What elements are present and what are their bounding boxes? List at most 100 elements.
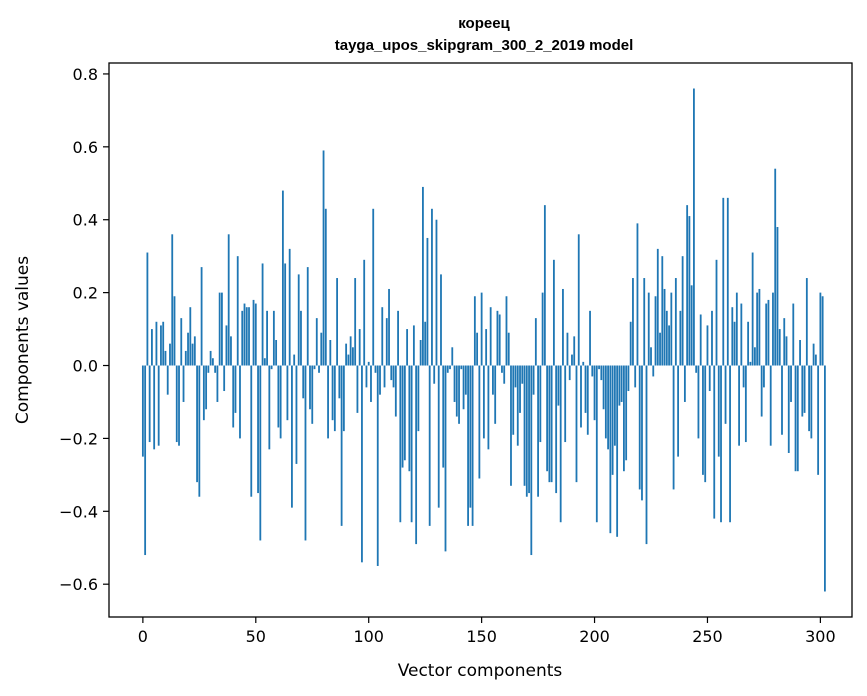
- bar-102: [372, 208, 375, 366]
- bar-267: [744, 365, 747, 443]
- bar-66: [291, 365, 293, 508]
- bar-21: [189, 307, 192, 366]
- bar-294: [805, 278, 808, 366]
- x-tick-label: 250: [692, 627, 723, 646]
- bar-187: [564, 365, 567, 443]
- bar-197: [586, 365, 589, 435]
- bar-148: [476, 332, 479, 366]
- bar-168: [521, 365, 524, 384]
- bar-178: [543, 205, 546, 366]
- bar-48: [250, 365, 253, 497]
- bar-43: [239, 365, 241, 439]
- bar-103: [374, 365, 377, 373]
- bar-165: [514, 365, 517, 388]
- bar-292: [801, 365, 804, 417]
- bar-68: [295, 365, 298, 464]
- bar-215: [627, 365, 630, 392]
- bar-71: [302, 365, 305, 399]
- bar-24: [196, 365, 198, 483]
- bar-84: [331, 365, 334, 421]
- bar-95: [356, 365, 359, 413]
- bar-140: [458, 365, 460, 424]
- bar-101: [370, 365, 372, 402]
- bar-152: [485, 329, 488, 366]
- bar-201: [595, 365, 598, 523]
- bar-262: [733, 321, 736, 366]
- x-tick-label: 300: [805, 627, 836, 646]
- bar-298: [814, 354, 817, 366]
- bar-218: [634, 365, 637, 388]
- bar-series: [141, 88, 826, 592]
- bar-261: [731, 307, 734, 366]
- bar-74: [309, 365, 311, 410]
- bar-176: [539, 365, 542, 443]
- bar-1: [144, 365, 147, 556]
- bar-82: [327, 365, 329, 439]
- bar-254: [715, 259, 718, 366]
- bar-278: [769, 365, 772, 446]
- bar-159: [501, 365, 503, 373]
- bar-248: [702, 365, 704, 475]
- bar-76: [313, 365, 316, 370]
- bar-131: [437, 365, 440, 508]
- bar-217: [632, 278, 634, 366]
- bar-54: [263, 358, 266, 366]
- bar-47: [248, 307, 250, 366]
- y-tick-label: −0.2: [59, 429, 98, 448]
- bar-100: [367, 361, 370, 366]
- bar-196: [584, 365, 587, 413]
- bar-204: [602, 365, 605, 410]
- bar-208: [611, 365, 614, 475]
- bar-138: [453, 365, 456, 402]
- bar-78: [318, 365, 320, 373]
- bar-210: [616, 365, 619, 537]
- bar-132: [440, 274, 442, 366]
- bar-179: [546, 365, 549, 472]
- x-tick-label: 100: [353, 627, 384, 646]
- bar-62: [281, 190, 284, 366]
- bar-245: [695, 365, 698, 373]
- bar-72: [304, 365, 307, 541]
- bar-7: [157, 365, 160, 446]
- x-tick-label: 50: [246, 627, 266, 646]
- bar-198: [589, 310, 591, 366]
- bar-222: [643, 278, 646, 366]
- bar-133: [442, 365, 445, 468]
- bar-69: [297, 274, 300, 366]
- bar-162: [507, 332, 510, 366]
- bar-300: [819, 292, 822, 366]
- bar-39: [230, 336, 232, 366]
- bar-186: [562, 288, 564, 366]
- bar-183: [555, 365, 558, 494]
- bar-91: [347, 354, 350, 366]
- bar-279: [772, 292, 774, 366]
- bar-42: [236, 256, 239, 366]
- bar-111: [392, 365, 395, 388]
- bar-116: [403, 365, 406, 461]
- bar-80: [322, 150, 325, 366]
- bar-87: [338, 365, 341, 399]
- bar-211: [618, 365, 621, 406]
- bar-273: [758, 288, 761, 366]
- bar-297: [812, 343, 815, 366]
- bar-280: [774, 168, 777, 366]
- bar-272: [756, 292, 759, 366]
- bar-195: [582, 361, 585, 366]
- bar-28: [205, 365, 208, 410]
- bar-265: [740, 303, 743, 366]
- bar-301: [821, 296, 824, 366]
- y-tick-label: −0.4: [59, 502, 98, 521]
- bar-6: [155, 321, 158, 366]
- bar-125: [424, 321, 427, 366]
- bar-163: [510, 365, 512, 486]
- bar-289: [794, 365, 797, 472]
- bar-51: [257, 365, 259, 494]
- bar-104: [376, 365, 379, 566]
- bar-185: [559, 365, 562, 523]
- bar-106: [381, 307, 384, 366]
- bar-236: [674, 278, 677, 366]
- bar-276: [765, 303, 768, 366]
- bar-99: [365, 365, 368, 388]
- bar-113: [397, 310, 399, 366]
- bar-157: [496, 310, 499, 366]
